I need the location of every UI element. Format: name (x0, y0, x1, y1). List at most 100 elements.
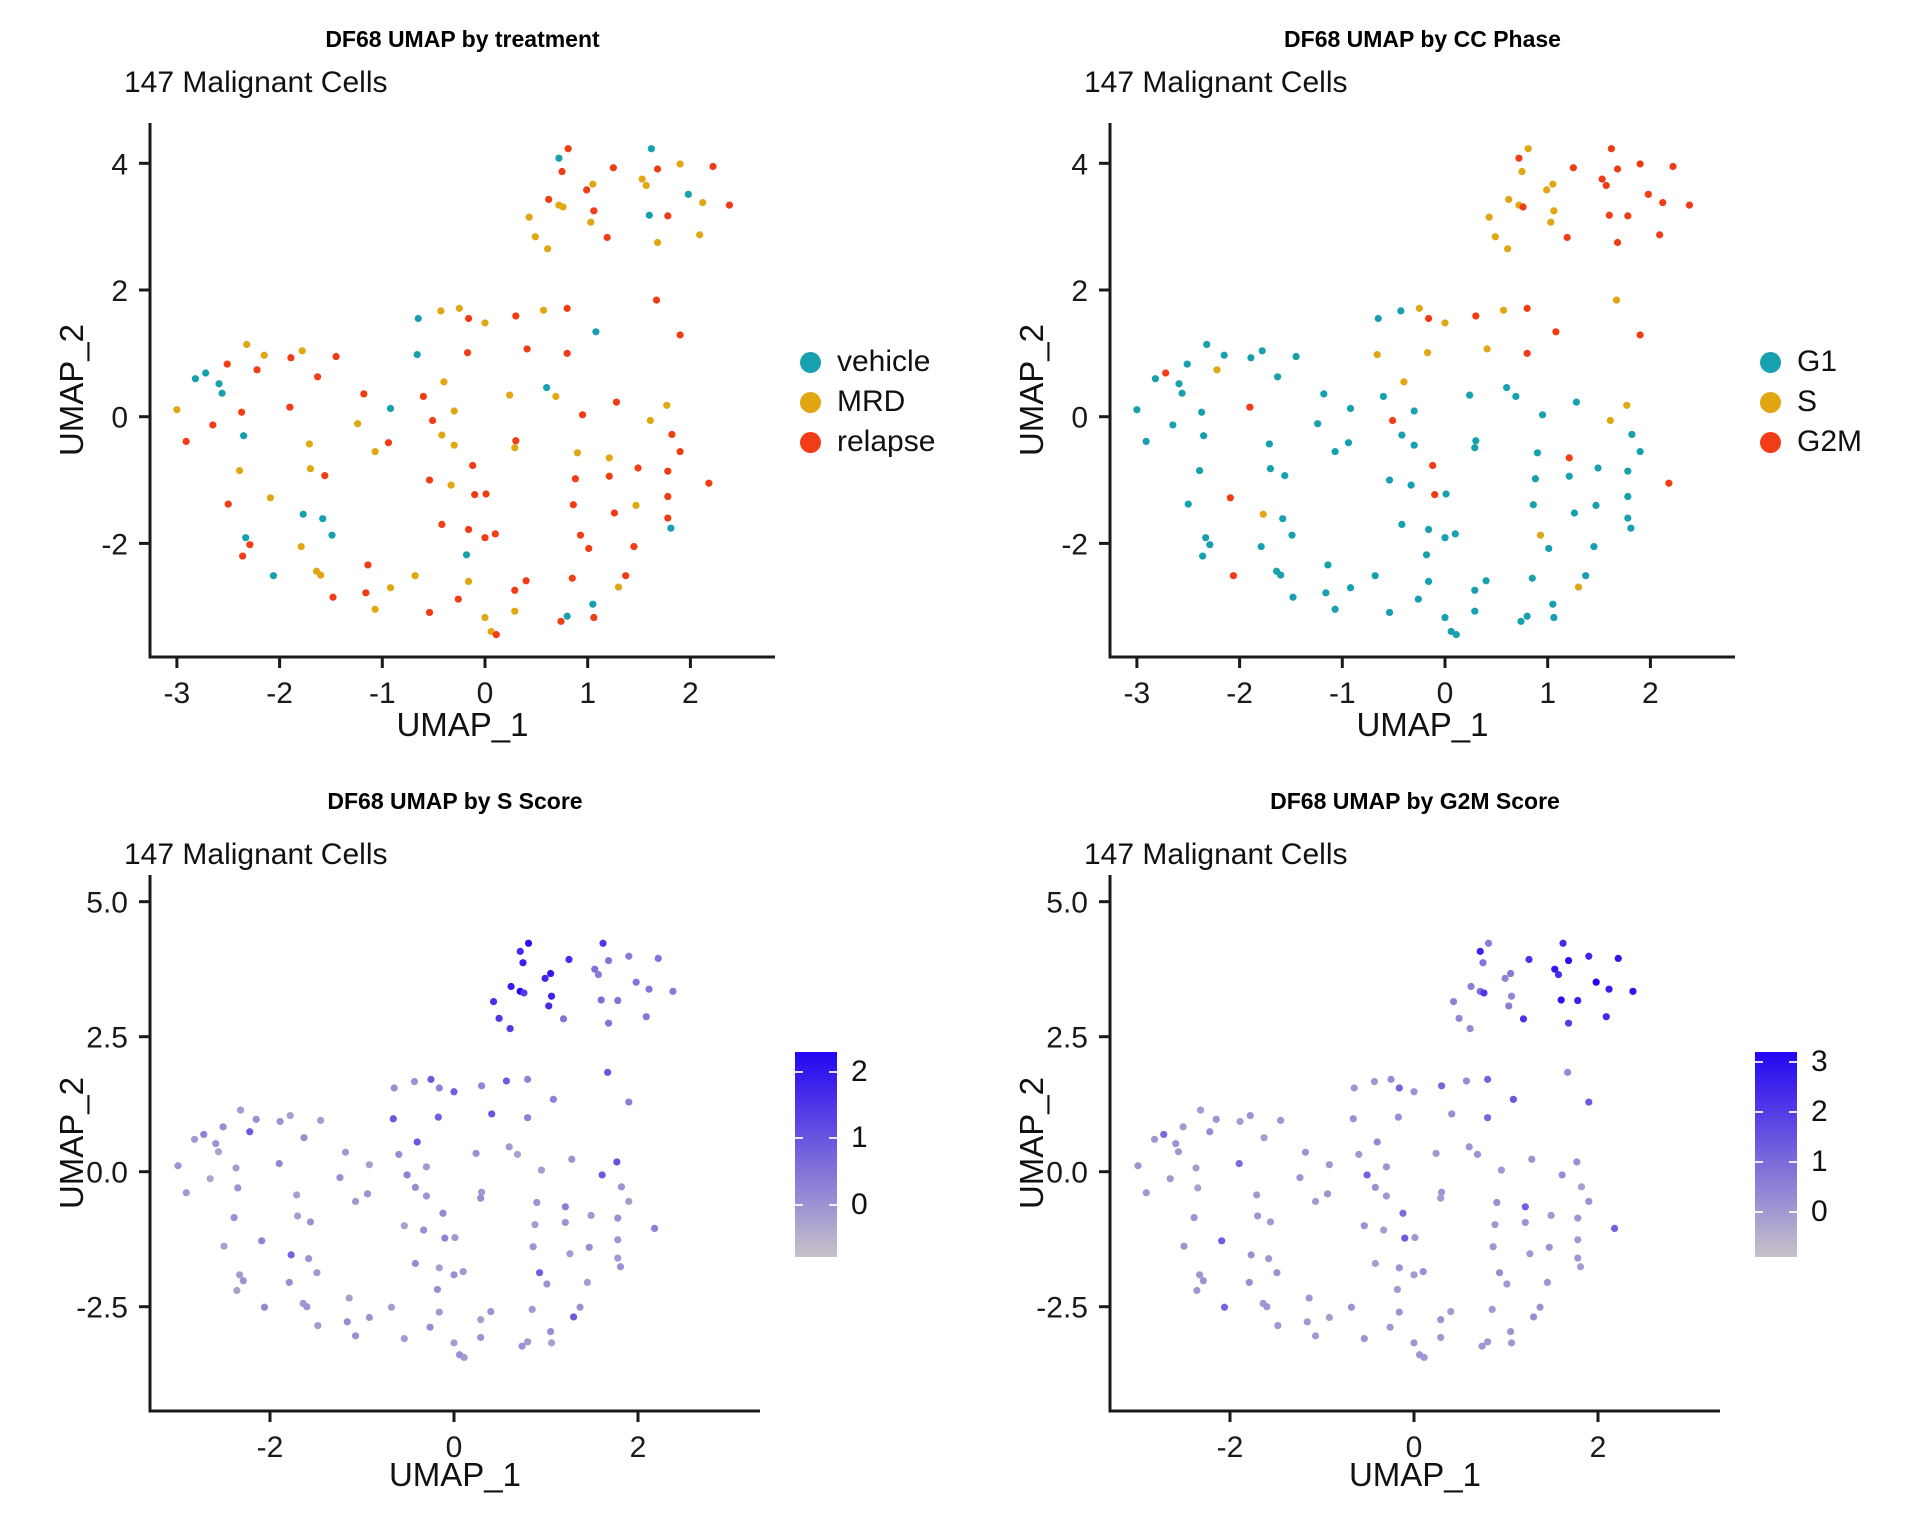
data-point (664, 492, 672, 501)
panel4-subtitle: 147 Malignant Cells (1084, 838, 1348, 871)
data-point (1226, 494, 1234, 502)
data-point (622, 572, 630, 580)
data-point (1371, 572, 1379, 580)
data-point (332, 352, 340, 361)
data-point (1198, 408, 1206, 416)
data-point (447, 481, 455, 489)
panel3-title: DF68 UMAP by S Score (327, 788, 583, 814)
x-tick-label: 1 (1539, 677, 1556, 710)
data-point (491, 530, 499, 538)
panel1-title: DF68 UMAP by treatment (325, 26, 600, 52)
data-point (1323, 1190, 1332, 1198)
data-point (1592, 501, 1600, 509)
data-point (705, 479, 713, 487)
data-point (1483, 345, 1491, 353)
data-point (1529, 501, 1537, 509)
data-point (625, 952, 633, 960)
data-point (598, 1171, 606, 1179)
colorbar-tick-mark (795, 1137, 803, 1140)
data-point (294, 1212, 302, 1220)
data-point (664, 212, 672, 220)
data-point (507, 982, 515, 991)
data-point (524, 1075, 532, 1083)
data-point (525, 213, 533, 221)
data-point (1203, 340, 1211, 349)
data-point (1277, 1116, 1285, 1124)
data-point (1665, 479, 1673, 487)
legend-dot-icon (800, 391, 821, 413)
data-point (1196, 1106, 1205, 1114)
data-point (1613, 165, 1622, 173)
data-point (478, 1188, 486, 1196)
data-point (1533, 449, 1542, 457)
data-point (1503, 1280, 1511, 1288)
data-point (1415, 304, 1423, 312)
data-point (1151, 375, 1159, 383)
data-point (1424, 314, 1433, 323)
data-point (1585, 1197, 1593, 1205)
x-tick-label: -2 (266, 677, 293, 710)
x-tick-label: -1 (369, 677, 396, 710)
data-point (390, 1084, 398, 1092)
data-point (420, 1226, 428, 1234)
data-point (314, 1322, 322, 1330)
data-point (1574, 1214, 1582, 1222)
data-point (1266, 1218, 1275, 1226)
data-point (603, 233, 611, 242)
x-tick-label: -2 (257, 1431, 284, 1464)
data-point (576, 531, 585, 539)
x-tick-label: 2 (630, 1431, 647, 1464)
data-point (630, 542, 638, 551)
data-point (239, 552, 247, 560)
data-point (568, 574, 576, 582)
data-point (1526, 1250, 1534, 1258)
data-point (1360, 1222, 1368, 1230)
data-point (343, 1318, 351, 1326)
data-point (614, 1236, 622, 1244)
data-point (1386, 1323, 1394, 1331)
data-point (625, 1098, 633, 1106)
data-point (1206, 1128, 1214, 1136)
data-point (1501, 974, 1509, 982)
legend-item-label: S (1797, 385, 1818, 418)
data-point (287, 1251, 295, 1259)
data-point (616, 1263, 625, 1271)
data-point (625, 1197, 633, 1205)
data-point (481, 534, 489, 542)
legend-dot-icon (800, 431, 821, 453)
data-point (725, 201, 734, 209)
data-point (1424, 525, 1433, 534)
data-point (1422, 551, 1431, 559)
data-point (1395, 1084, 1403, 1092)
data-point (1447, 627, 1455, 636)
y-tick-label: -2.5 (1036, 1292, 1088, 1325)
data-point (614, 996, 622, 1005)
data-point (305, 1255, 313, 1263)
data-point (365, 1313, 373, 1322)
data-point (1507, 1339, 1516, 1347)
data-point (1273, 373, 1282, 381)
data-point (433, 1285, 442, 1294)
data-point (1449, 998, 1458, 1006)
panel4-x-axis-label: UMAP_1 (1348, 1456, 1482, 1493)
data-point (1550, 207, 1558, 215)
data-point (1437, 1194, 1445, 1202)
data-point (1289, 593, 1297, 601)
data-point (286, 1111, 294, 1120)
data-point (592, 328, 600, 336)
data-point (360, 390, 368, 398)
panel1-subtitle: 147 Malignant Cells (124, 66, 388, 99)
colorbar-tick-label: 1 (851, 1121, 868, 1155)
data-point (1549, 600, 1557, 608)
data-point (585, 544, 593, 553)
data-point (568, 1155, 576, 1163)
data-point (305, 440, 313, 448)
y-tick-label: 2.5 (1046, 1022, 1088, 1055)
data-point (1438, 1188, 1446, 1196)
x-tick-label: 0 (1437, 677, 1454, 710)
data-point (1349, 1115, 1357, 1123)
data-point (1410, 407, 1418, 415)
data-point (1598, 175, 1606, 183)
data-point (614, 583, 623, 591)
data-point (645, 985, 653, 993)
